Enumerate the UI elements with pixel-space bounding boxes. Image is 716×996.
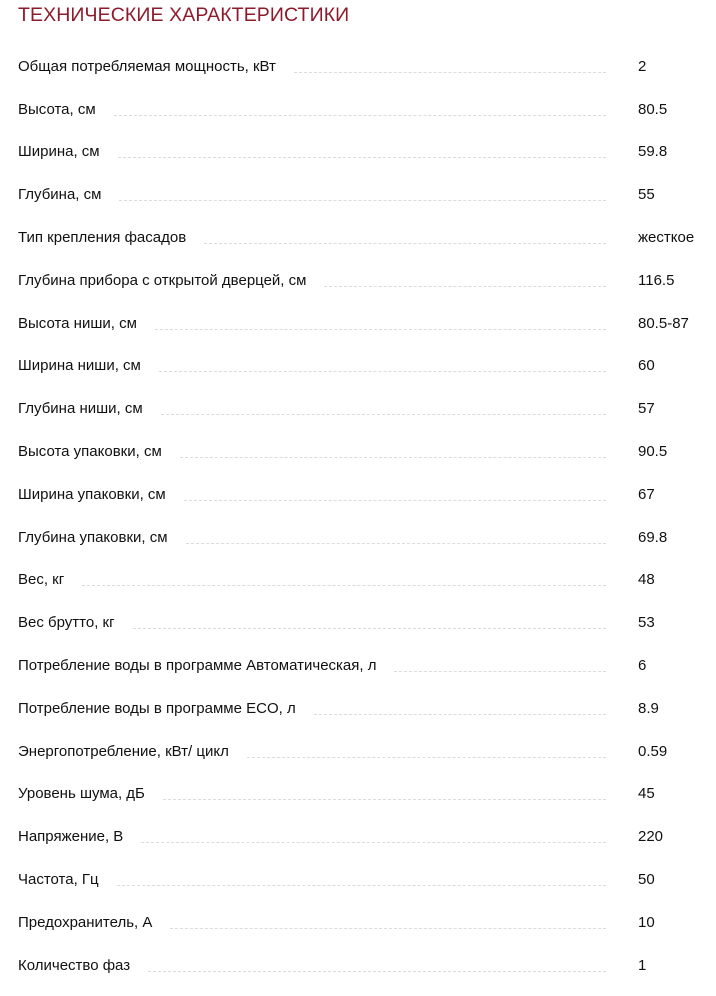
dotted-leader [160,414,606,416]
spec-value: 45 [638,785,655,803]
spec-row: Напряжение, В 220 [18,816,708,859]
spec-row: Потребление воды в программе Автоматичес… [18,645,708,688]
spec-row: Уровень шума, дБ 45 [18,774,708,817]
dotted-leader [119,200,607,202]
spec-label: Общая потребляемая мощность, кВт [18,57,276,75]
dotted-leader [394,670,607,672]
spec-label: Потребление воды в программе Автоматичес… [18,656,377,674]
dotted-leader [293,71,606,73]
spec-value: 59.8 [638,143,668,161]
dotted-leader [313,713,606,715]
spec-value: 55 [638,186,655,204]
spec-row: Высота ниши, см 80.5-87 [18,303,708,346]
spec-row: Количество фаз 1 [18,945,708,988]
dotted-leader [185,542,606,544]
spec-row: Частота, Гц 50 [18,859,708,902]
spec-label: Тип крепления фасадов [18,228,187,246]
spec-value: 6 [638,656,647,674]
spec-label: Глубина, см [18,186,102,204]
spec-label: Предохранитель, А [18,913,153,931]
dotted-leader [170,927,607,929]
spec-label: Глубина ниши, см [18,400,143,418]
spec-row: Глубина прибора с открытой дверцей, см 11… [18,260,708,303]
spec-row: Глубина ниши, см 57 [18,388,708,431]
dotted-leader [132,628,606,630]
spec-row: Вес брутто, кг 53 [18,602,708,645]
dotted-leader [246,756,606,758]
spec-row: Вес, кг 48 [18,560,708,603]
spec-row: Ширина, см 59.8 [18,132,708,175]
dotted-leader [158,371,606,373]
spec-value: 220 [638,828,664,846]
spec-row: Энергопотребление, кВт/ цикл 0.59 [18,731,708,774]
spec-value: 1 [638,956,647,974]
spec-value: 80.5-87 [638,314,689,332]
spec-label: Потребление воды в программе ECO, л [18,699,296,717]
spec-value: 53 [638,614,655,632]
spec-label: Вес брутто, кг [18,614,115,632]
spec-label: Ширина ниши, см [18,357,141,375]
dotted-leader [113,114,606,116]
spec-row: Ширина ниши, см 60 [18,346,708,389]
spec-value: 90.5 [638,442,668,460]
spec-value: 69.8 [638,528,668,546]
spec-row: Общая потребляемая мощность, кВт 2 [18,46,708,89]
spec-label: Высота упаковки, см [18,442,162,460]
dotted-leader [324,285,607,287]
spec-value: 67 [638,485,655,503]
dotted-leader [162,799,606,801]
section-title: ТЕХНИЧЕСКИЕ ХАРАКТЕРИСТИКИ [18,4,350,26]
dotted-leader [148,970,607,972]
specs-list: Общая потребляемая мощность, кВт 2 Высота,… [18,46,708,988]
spec-label: Количество фаз [18,956,131,974]
spec-row: Предохранитель, А 10 [18,902,708,945]
spec-value: 80.5 [638,100,668,118]
spec-value: 57 [638,400,655,418]
spec-label: Глубина прибора с открытой дверцей, см [18,271,307,289]
spec-label: Уровень шума, дБ [18,785,145,803]
dotted-leader [183,499,606,501]
spec-label: Частота, Гц [18,870,99,888]
spec-value: 0.59 [638,742,668,760]
spec-label: Ширина упаковки, см [18,485,166,503]
spec-label: Высота, см [18,100,96,118]
spec-row: Тип крепления фасадов жесткое [18,217,708,260]
dotted-leader [82,585,607,587]
spec-value: жесткое [638,228,695,246]
spec-value: 2 [638,57,647,75]
spec-value: 10 [638,913,655,931]
spec-row: Глубина упаковки, см 69.8 [18,517,708,560]
spec-label: Вес, кг [18,571,65,589]
dotted-leader [141,842,607,844]
spec-value: 8.9 [638,699,659,717]
spec-row: Высота, см 80.5 [18,89,708,132]
spec-label: Ширина, см [18,143,100,161]
spec-value: 116.5 [638,271,675,289]
dotted-leader [116,884,606,886]
spec-value: 48 [638,571,655,589]
dotted-leader [204,242,607,244]
spec-value: 50 [638,870,655,888]
dotted-leader [117,157,606,159]
spec-label: Энергопотребление, кВт/ цикл [18,742,229,760]
spec-row: Высота упаковки, см 90.5 [18,431,708,474]
spec-row: Глубина, см 55 [18,174,708,217]
spec-row: Ширина упаковки, см 67 [18,474,708,517]
spec-label: Высота ниши, см [18,314,137,332]
spec-label: Глубина упаковки, см [18,528,168,546]
spec-label: Напряжение, В [18,828,124,846]
spec-value: 60 [638,357,655,375]
dotted-leader [179,456,606,458]
dotted-leader [154,328,606,330]
spec-row: Потребление воды в программе ECO, л 8.9 [18,688,708,731]
